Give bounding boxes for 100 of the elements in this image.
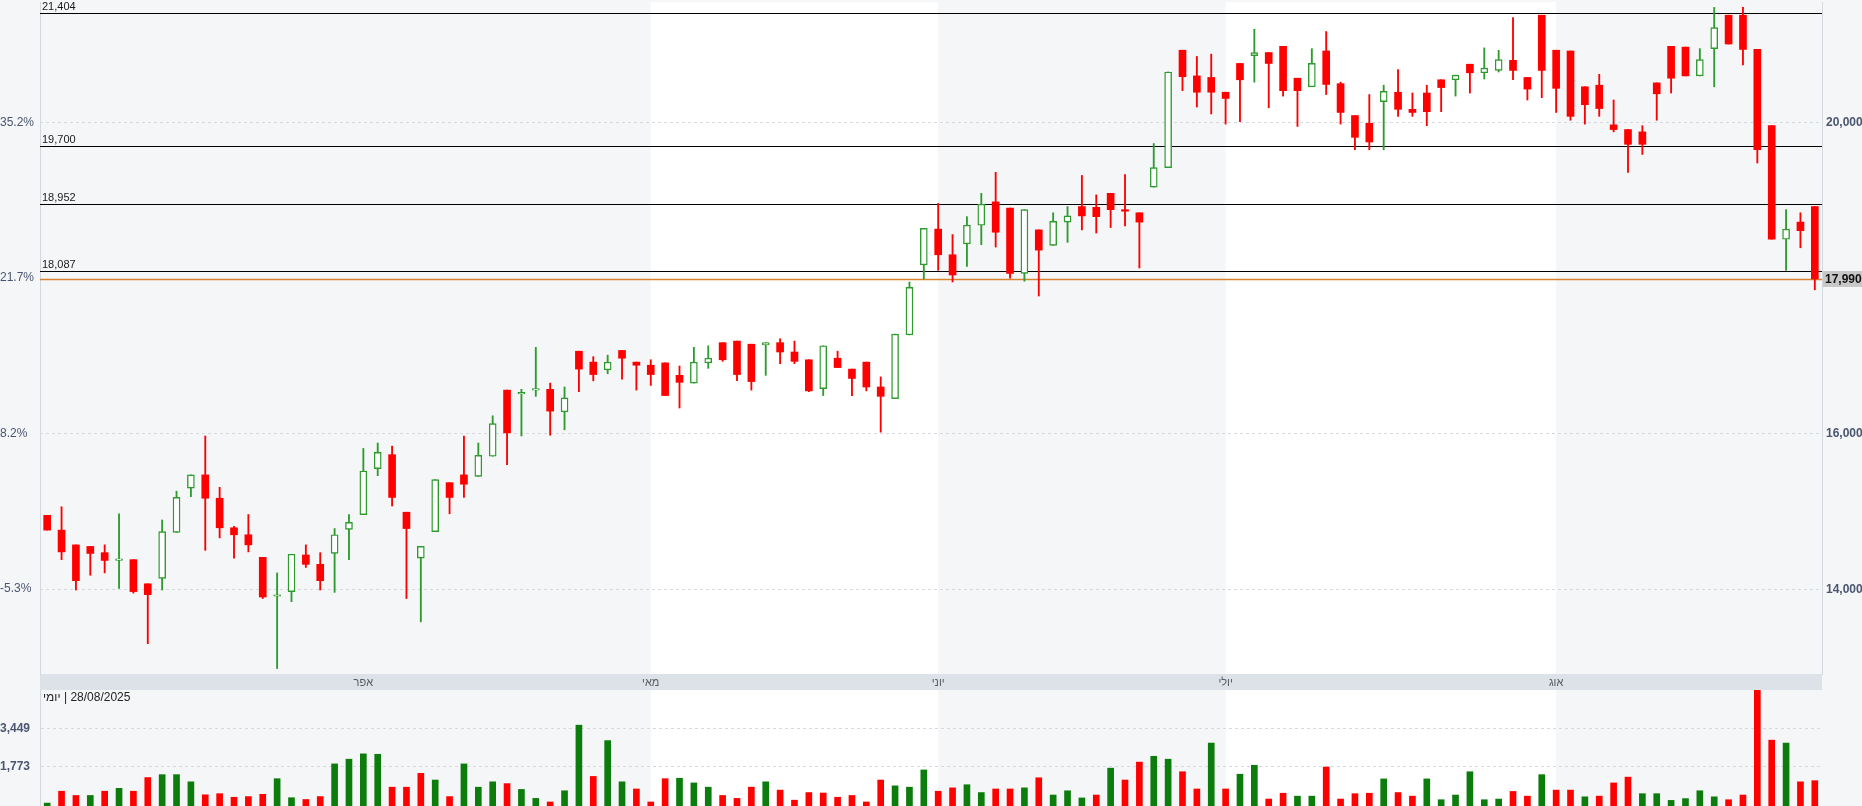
bar — [417, 772, 425, 806]
bar — [1811, 780, 1819, 806]
bar — [661, 778, 669, 806]
bar — [187, 781, 195, 806]
x-tick-label: מאי — [642, 675, 660, 688]
bar — [1236, 773, 1244, 806]
bar — [791, 799, 798, 806]
bar — [503, 783, 511, 806]
candlestick — [273, 572, 281, 669]
x-tick-label: יוני — [931, 675, 945, 688]
bar — [1595, 795, 1603, 806]
y2-tick-label: 21.7% — [0, 270, 35, 285]
bar — [1380, 778, 1388, 806]
bar — [1409, 795, 1416, 806]
bar — [173, 774, 180, 806]
bar — [1495, 798, 1502, 806]
bar — [1768, 739, 1776, 806]
y2-tick-label: -5.3% — [0, 581, 32, 596]
bar — [848, 795, 856, 806]
y2-tick-label: 8.2% — [0, 425, 28, 440]
bar — [532, 798, 540, 806]
bar — [1567, 789, 1574, 806]
bar — [1365, 792, 1373, 806]
y-tick-label: 20,000 — [1826, 114, 1862, 129]
candlestick — [417, 546, 425, 623]
bar — [1021, 787, 1028, 806]
bar — [331, 763, 338, 806]
bar — [1207, 742, 1215, 806]
bar — [1423, 778, 1431, 806]
bar — [144, 777, 152, 806]
bar — [446, 796, 453, 806]
bar — [1279, 792, 1287, 806]
bar — [43, 802, 51, 806]
bar — [1294, 795, 1301, 806]
bar — [345, 758, 353, 806]
bar — [992, 788, 999, 806]
bar — [1035, 777, 1043, 806]
candlestick — [1250, 28, 1259, 83]
bar — [1754, 690, 1761, 806]
bar — [474, 786, 482, 806]
bar — [72, 795, 80, 806]
bar — [316, 796, 324, 806]
y-tick-label: 14,000 — [1826, 581, 1862, 596]
bar — [963, 784, 971, 806]
bar — [762, 781, 770, 806]
bar — [86, 795, 94, 806]
bar — [1064, 790, 1071, 806]
bar — [618, 781, 626, 806]
bar — [101, 790, 108, 806]
bar — [1394, 792, 1402, 806]
bar — [518, 789, 525, 806]
bar — [1610, 782, 1617, 806]
bar — [1696, 790, 1704, 806]
bar — [805, 792, 813, 806]
bar — [863, 801, 870, 806]
bar — [1782, 742, 1790, 806]
bar — [733, 798, 741, 806]
bar — [1351, 793, 1359, 806]
bar — [431, 779, 439, 806]
bar — [819, 792, 827, 806]
x-tick-label: אפר — [353, 675, 374, 688]
bar — [201, 794, 209, 806]
bar — [1509, 791, 1517, 806]
bar — [676, 777, 683, 806]
bar — [1337, 798, 1344, 806]
y-tick-label: 16,000 — [1826, 425, 1862, 440]
bar — [719, 795, 726, 806]
bar — [288, 797, 295, 806]
bar — [906, 786, 913, 806]
candlestick — [517, 389, 526, 437]
bar — [1725, 799, 1732, 806]
bar — [1538, 774, 1546, 806]
bar — [489, 781, 497, 806]
bar — [158, 774, 166, 806]
bar — [1107, 767, 1114, 806]
bar — [561, 790, 568, 806]
candlestick — [1121, 174, 1129, 227]
bar — [1710, 796, 1718, 806]
bar — [1639, 793, 1646, 806]
bar — [704, 786, 712, 806]
bar — [388, 786, 396, 806]
bar — [633, 788, 640, 806]
bar — [360, 753, 367, 806]
bar — [647, 801, 655, 806]
bar — [403, 786, 410, 806]
bar — [245, 796, 252, 806]
bar — [216, 793, 223, 806]
bar — [230, 796, 238, 806]
bar — [1179, 771, 1186, 806]
bar — [1092, 794, 1100, 806]
ref-line-label: 21,404 — [42, 0, 76, 13]
y2-tick-label: 35.2% — [0, 115, 35, 130]
bar — [1437, 799, 1445, 806]
bar — [115, 787, 123, 806]
ref-line-label: 19,700 — [42, 133, 76, 146]
bar — [302, 799, 310, 806]
bar — [834, 796, 841, 806]
bar — [575, 724, 583, 806]
bar — [1136, 761, 1143, 806]
bar — [1480, 799, 1488, 806]
